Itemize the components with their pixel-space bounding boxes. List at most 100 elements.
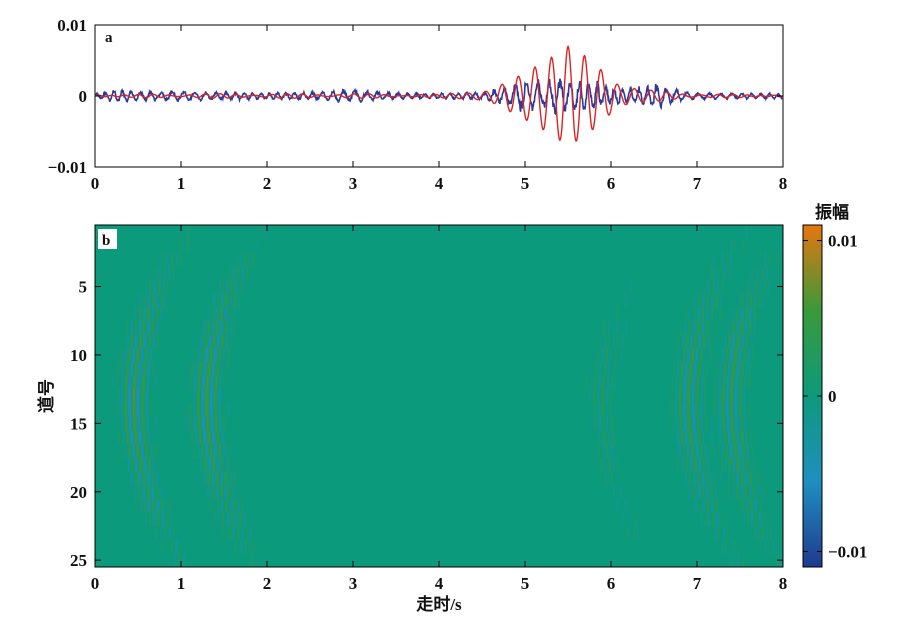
heatmap-cell [225, 334, 229, 349]
heatmap-cell [698, 416, 702, 431]
heatmap-cell [609, 457, 612, 472]
heatmap-cell [232, 471, 235, 486]
heatmap-cell [143, 320, 146, 335]
heatmap-cell [731, 375, 734, 390]
heatmap-cell [132, 443, 136, 459]
heatmap-cell [193, 416, 196, 431]
heatmap-cell [199, 375, 203, 390]
heatmap-cell [222, 471, 225, 486]
heatmap-cell [729, 539, 732, 554]
heatmap-cell [229, 525, 232, 541]
heatmap-cell [693, 389, 696, 404]
heatmap-cell [222, 375, 225, 390]
heatmap-cell [112, 375, 115, 390]
heatmap-cell [242, 252, 246, 267]
heatmap-cell [717, 416, 720, 431]
heatmap-cell [217, 320, 220, 335]
heatmap-cell [210, 443, 213, 459]
heatmap-cell [712, 293, 715, 308]
heatmap-cell [697, 430, 700, 445]
heatmap-cell [215, 307, 218, 322]
heatmap-cell [733, 430, 736, 445]
heatmap-cell [156, 320, 160, 335]
heatmap-cell [614, 348, 617, 363]
heatmap-cell [144, 348, 148, 363]
heatmap-cell [230, 512, 234, 527]
heatmap-cell [153, 334, 156, 349]
heatmap-cell [232, 484, 235, 500]
heatmap-cell [724, 361, 727, 376]
heatmap-cell [605, 375, 609, 390]
heatmap-cell [758, 471, 762, 486]
heatmap-cell [691, 443, 695, 459]
heatmap-cell [138, 484, 141, 500]
heatmap-cell [229, 307, 232, 322]
heatmap-cell [141, 402, 144, 418]
heatmap-cell [148, 348, 151, 363]
heatmap-cell [201, 402, 204, 418]
heatmap-cell [162, 512, 165, 527]
heatmap-cell [669, 402, 672, 418]
heatmap-cell [672, 361, 676, 376]
heatmap-cell [170, 252, 173, 267]
heatmap-cell [695, 443, 698, 459]
heatmap-cell [136, 430, 139, 445]
heatmap-cell [146, 293, 149, 308]
heatmap-cell [125, 348, 129, 363]
heatmap-cell [721, 389, 724, 404]
heatmap-cell [220, 457, 223, 472]
heatmap-cell [220, 498, 223, 513]
heatmap-cell [208, 430, 211, 445]
heatmap-cell [198, 375, 201, 390]
heatmap-cell [703, 320, 707, 335]
heatmap-cell [230, 498, 234, 513]
x-tick-label: 2 [263, 174, 272, 193]
heatmap-cell [222, 430, 225, 445]
heatmap-cell [684, 457, 688, 472]
heatmap-cell [679, 375, 683, 390]
heatmap-cell [260, 225, 263, 240]
heatmap-cell [144, 361, 148, 376]
heatmap-cell [678, 416, 681, 431]
heatmap-cell [143, 334, 146, 349]
heatmap-cell [683, 416, 686, 431]
heatmap-cell [607, 471, 610, 486]
heatmap-cell [139, 484, 143, 500]
heatmap-cell [731, 307, 734, 322]
heatmap-cell [721, 361, 724, 376]
heatmap-cell [124, 402, 127, 418]
heatmap-cell [205, 471, 208, 486]
heatmap-cell [691, 484, 695, 500]
heatmap-cell [156, 293, 160, 308]
heatmap-cell [611, 416, 614, 431]
heatmap-cell [138, 389, 141, 404]
heatmap-cell [705, 484, 708, 500]
heatmap-cell [160, 266, 163, 281]
heatmap-cell [721, 348, 724, 363]
heatmap-cell [156, 471, 160, 486]
heatmap-cell [134, 375, 137, 390]
heatmap-cell [598, 375, 602, 390]
heatmap-cell [705, 512, 708, 527]
heatmap-cell [129, 348, 132, 363]
heatmap-cell [144, 457, 148, 472]
heatmap-cell [758, 293, 762, 308]
heatmap-cell [709, 443, 712, 459]
heatmap-cell [691, 402, 695, 418]
heatmap-cell [220, 375, 223, 390]
heatmap-cell [714, 266, 717, 281]
heatmap-cell [139, 457, 143, 472]
heatmap-cell [146, 416, 149, 431]
heatmap-cell [211, 484, 215, 500]
heatmap-cell [617, 334, 621, 349]
heatmap-cell [132, 484, 136, 500]
heatmap-cell [679, 402, 683, 418]
heatmap-cell [199, 430, 203, 445]
heatmap-cell [143, 498, 146, 513]
heatmap-cell [736, 320, 739, 335]
heatmap-cell [218, 307, 222, 322]
heatmap-cell [684, 430, 688, 445]
heatmap-cell [731, 471, 734, 486]
heatmap-cell [674, 348, 677, 363]
heatmap-cell [158, 266, 161, 281]
